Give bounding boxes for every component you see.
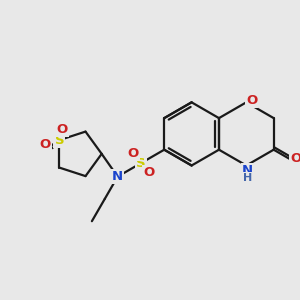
Text: N: N <box>242 164 253 177</box>
Text: O: O <box>128 147 139 160</box>
Text: S: S <box>55 134 64 147</box>
Text: O: O <box>290 152 300 165</box>
Text: O: O <box>39 138 51 151</box>
Text: O: O <box>57 123 68 136</box>
Text: O: O <box>143 166 154 179</box>
Text: S: S <box>136 157 146 170</box>
Text: N: N <box>112 170 123 183</box>
Text: H: H <box>243 173 252 183</box>
Text: O: O <box>246 94 257 107</box>
